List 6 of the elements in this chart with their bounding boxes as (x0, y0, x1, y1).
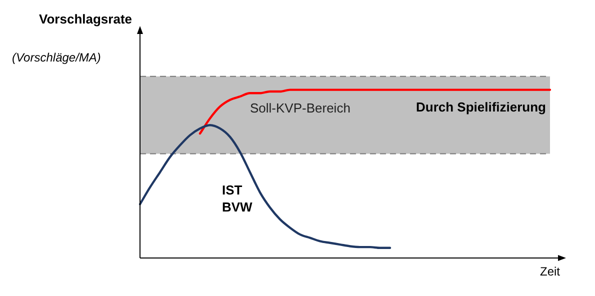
series-label: IST BVW (222, 182, 254, 215)
text: (Vorschläge/MA) (12, 50, 101, 64)
y-axis-title: Vorschlagsrate (39, 12, 132, 27)
series-label: Durch Spielifizierung (416, 99, 546, 114)
band-label: Soll-KVP-Bereich (250, 100, 350, 116)
x-axis-title: Zeit (540, 264, 561, 278)
